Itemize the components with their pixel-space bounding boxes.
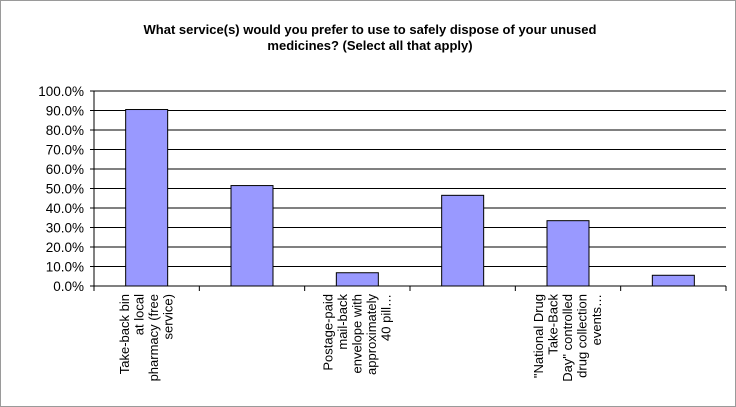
bar <box>335 272 379 287</box>
gridlines <box>94 90 726 267</box>
x-category-label-line: Postage-paid <box>320 294 335 371</box>
x-category-label-line: mail-back <box>335 294 350 350</box>
bar <box>651 274 695 287</box>
x-axis-labels: Take-back bin at local pharmacy (free servi… <box>117 294 604 382</box>
y-tick-label: 50.0% <box>46 182 84 197</box>
y-tick-label: 100.0% <box>38 84 84 99</box>
y-tick-label: 30.0% <box>46 221 84 236</box>
x-category-label-line: service) <box>160 294 175 340</box>
y-tick-label: 80.0% <box>46 123 84 138</box>
x-category-label-line: pharmacy (free <box>146 294 161 381</box>
x-category-label-line: "National Drug <box>531 294 546 378</box>
axes <box>93 91 727 291</box>
y-tick-label: 60.0% <box>46 162 84 177</box>
y-tick-label: 90.0% <box>46 104 84 119</box>
x-category-label-line: 40 pill… <box>378 294 393 341</box>
bar <box>125 109 169 287</box>
x-category-label-line: drug collection <box>575 294 590 378</box>
x-category-label-line: approximately <box>364 294 379 375</box>
x-category-label-line: Take-Back <box>546 294 561 355</box>
y-tick-label: 40.0% <box>46 201 84 216</box>
y-tick-label: 20.0% <box>46 240 84 255</box>
x-category-label-line: events… <box>589 294 604 345</box>
chart-title: What service(s) would you prefer to use … <box>144 22 597 53</box>
bar <box>441 194 485 287</box>
y-tick-label: 70.0% <box>46 143 84 158</box>
bar <box>230 185 274 287</box>
x-category-label-line: Day" controlled <box>560 294 575 382</box>
chart-title-line: What service(s) would you prefer to use … <box>144 22 597 37</box>
chart-title-line: medicines? (Select all that apply) <box>267 38 472 53</box>
x-category-label: Postage-paid mail-back envelope with approx… <box>320 294 393 375</box>
bar <box>546 220 590 287</box>
x-category-label-line: Take-back bin <box>117 294 132 374</box>
x-category-label-line: at local <box>131 294 146 335</box>
bars <box>125 109 695 287</box>
x-category-label: Take-back bin at local pharmacy (free servi… <box>117 294 176 382</box>
y-axis-ticks: 0.0% 10.0% 20.0% 30.0% 40.0% 50.0% 60.0% 70.0% 8… <box>38 84 94 294</box>
x-category-label: "National Drug Take-Back Day" controlled dr… <box>531 294 604 382</box>
x-category-label-line: envelope with <box>349 294 364 374</box>
y-tick-label: 0.0% <box>53 279 84 294</box>
y-tick-label: 10.0% <box>46 260 84 275</box>
